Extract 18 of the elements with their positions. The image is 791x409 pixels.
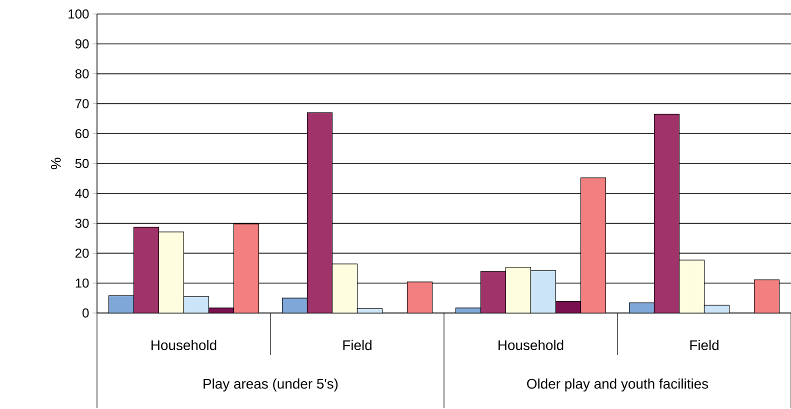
- y-tick-label: 40: [75, 188, 89, 198]
- y-tick-label: 10: [76, 278, 89, 288]
- y-tick-label: 100: [68, 9, 89, 19]
- y-tick-label: 0: [82, 308, 89, 318]
- x-tick-label: Field: [690, 340, 718, 350]
- y-tick-label: 50: [75, 158, 89, 168]
- y-tick-label: 30: [75, 218, 89, 228]
- text: Older play and youth facilities: [527, 378, 708, 392]
- text: Play areas (under 5's): [204, 378, 338, 392]
- y-tick-label: 20: [75, 248, 89, 258]
- y-tick-label: 90: [75, 39, 89, 48]
- x-tick-label: Household: [152, 340, 216, 350]
- x-tick-label: Household: [498, 340, 564, 350]
- y-tick-label: 80: [75, 69, 89, 78]
- x-tick-label: Field: [343, 340, 372, 350]
- y-tick-label: 70: [75, 99, 89, 108]
- y-axis-title: %: [51, 158, 61, 170]
- y-tick-label: 60: [75, 129, 89, 138]
